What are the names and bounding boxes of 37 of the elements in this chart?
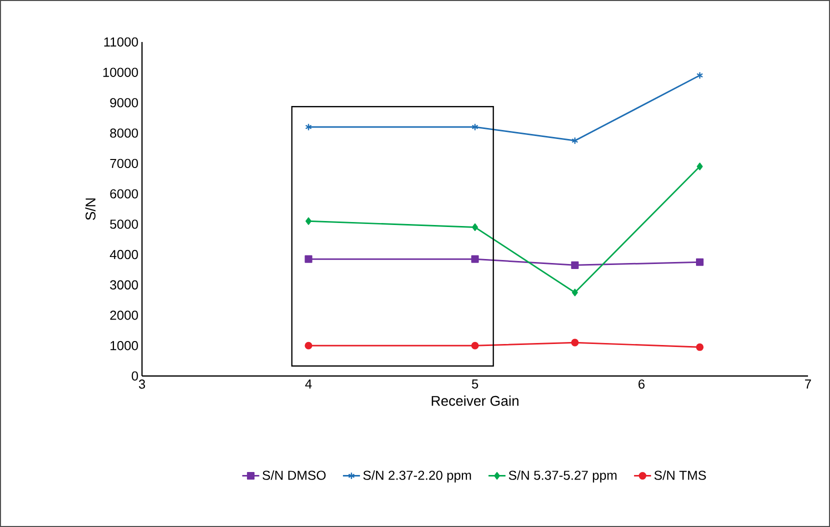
x-tick-label: 6 [638,380,645,389]
point [472,123,478,131]
legend-label: S/N 5.37-5.27 ppm [508,470,616,482]
y-tick-label: 0 [132,371,138,381]
point [696,343,704,351]
y-tick-label: 11000 [104,37,138,47]
y-tick-label: 1000 [110,341,138,350]
y-tick-label: 7000 [110,158,138,168]
point [572,288,578,296]
point [304,255,312,263]
y-tick-label: 9000 [110,98,138,108]
point [471,255,479,263]
x-tick-label: 3 [138,380,146,389]
point [571,338,579,346]
point [696,258,704,266]
y-tick-label: 3000 [110,280,138,290]
y-tick-label: 10000 [103,68,138,77]
legend-label: S/N TMS [654,470,706,480]
y-tick-label: 6000 [110,189,138,198]
x-tick-label: 5 [472,380,478,389]
point [572,136,578,144]
legend-label: S/N DMSO [262,470,326,480]
x-tick-label: 4 [305,380,312,388]
point [304,342,312,350]
y-tick-label: 5000 [110,220,138,229]
x-tick-label: 7 [805,380,811,388]
x-axis-title: Receiver Gain [432,396,518,406]
point [472,223,478,231]
legend-label: S/N 2.37-2.20 ppm [363,470,471,482]
y-axis-title: S/N [85,198,96,220]
point [471,342,479,350]
y-tick-label: 8000 [110,128,138,138]
y-tick-label: 2000 [110,310,138,320]
point [306,217,312,225]
y-tick-label: 4000 [110,250,138,260]
point [571,261,579,269]
point [696,162,703,170]
